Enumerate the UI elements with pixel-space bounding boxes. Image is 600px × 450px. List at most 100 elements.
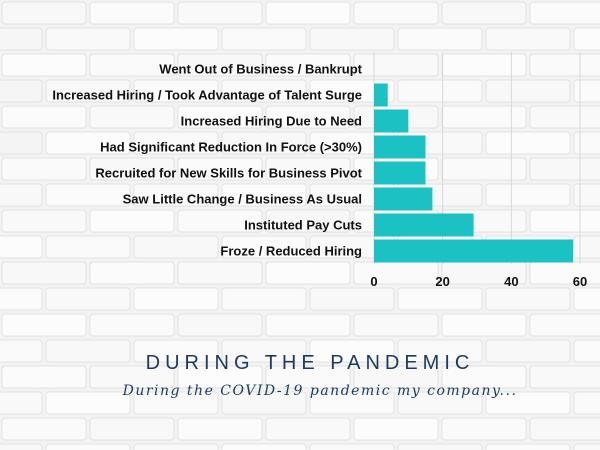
bar (374, 187, 433, 211)
bar (374, 213, 474, 237)
brick (265, 417, 351, 441)
brick (573, 79, 600, 103)
brick (133, 27, 219, 51)
chart-heading: DURING THE PANDEMIC (145, 352, 475, 374)
brick (45, 391, 131, 415)
brick (0, 235, 43, 259)
brick (89, 53, 175, 77)
brick (0, 79, 43, 103)
brick (485, 27, 571, 51)
brick (89, 313, 175, 337)
brick (1, 105, 87, 129)
brick (265, 1, 351, 25)
brick (89, 157, 175, 181)
brick (221, 391, 307, 415)
brick (0, 287, 43, 311)
brick (441, 105, 527, 129)
category-label: Went Out of Business / Bankrupt (159, 62, 362, 77)
brick (265, 261, 351, 285)
brick (353, 365, 439, 389)
brick (133, 235, 219, 259)
brick (133, 443, 219, 450)
brick (529, 53, 600, 77)
brick (1, 313, 87, 337)
brick (441, 1, 527, 25)
brick (0, 131, 43, 155)
brick (573, 27, 600, 51)
brick (573, 235, 600, 259)
x-tick-label: 40 (504, 274, 518, 289)
brick (529, 365, 600, 389)
brick (573, 339, 600, 363)
brick (133, 339, 219, 363)
category-label: Instituted Pay Cuts (244, 218, 362, 233)
brick (353, 313, 439, 337)
brick (177, 209, 263, 233)
brick (45, 79, 131, 103)
brick (133, 183, 219, 207)
brick (133, 131, 219, 155)
category-label: Increased Hiring Due to Need (181, 114, 362, 129)
brick (441, 417, 527, 441)
x-tick-label: 60 (573, 274, 587, 289)
brick (397, 391, 483, 415)
brick (89, 261, 175, 285)
brick (133, 391, 219, 415)
brick (485, 183, 571, 207)
brick (221, 79, 307, 103)
brick (265, 53, 351, 77)
brick (221, 183, 307, 207)
brick (1, 261, 87, 285)
brick (529, 157, 600, 181)
category-label: Recruited for New Skills for Business Pi… (95, 166, 362, 181)
brick (177, 53, 263, 77)
brick (221, 131, 307, 155)
brick (397, 443, 483, 450)
brick (573, 287, 600, 311)
brick (177, 417, 263, 441)
category-label: Increased Hiring / Took Advantage of Tal… (52, 88, 362, 103)
brick (265, 365, 351, 389)
brick (485, 443, 571, 450)
bar-chart: Went Out of Business / Bankrupt Increased… (52, 52, 587, 289)
brick (353, 53, 439, 77)
brick (45, 27, 131, 51)
brick (309, 79, 395, 103)
brick (221, 235, 307, 259)
brick (529, 105, 600, 129)
brick (529, 417, 600, 441)
brick (45, 339, 131, 363)
bar (374, 135, 426, 159)
brick (265, 313, 351, 337)
brick (573, 131, 600, 155)
brick (1, 417, 87, 441)
category-label: Had Significant Reduction In Force (>30%… (100, 140, 362, 155)
brick (1, 53, 87, 77)
brick (485, 131, 571, 155)
x-tick-label: 20 (435, 274, 449, 289)
brick (221, 27, 307, 51)
brick (397, 287, 483, 311)
brick (573, 443, 600, 450)
category-label: Froze / Reduced Hiring (220, 244, 362, 259)
brick (441, 313, 527, 337)
brick (265, 157, 351, 181)
brick (89, 1, 175, 25)
brick (177, 313, 263, 337)
brick (441, 157, 527, 181)
brick (485, 391, 571, 415)
brick (309, 339, 395, 363)
brick (89, 209, 175, 233)
bar (374, 239, 574, 263)
brick (133, 79, 219, 103)
brick (529, 1, 600, 25)
brick (353, 1, 439, 25)
brick (485, 287, 571, 311)
brick (177, 261, 263, 285)
brick (1, 1, 87, 25)
brick (309, 27, 395, 51)
category-label: Saw Little Change / Business As Usual (123, 192, 362, 207)
brick (45, 287, 131, 311)
brick (397, 79, 483, 103)
brick (89, 417, 175, 441)
